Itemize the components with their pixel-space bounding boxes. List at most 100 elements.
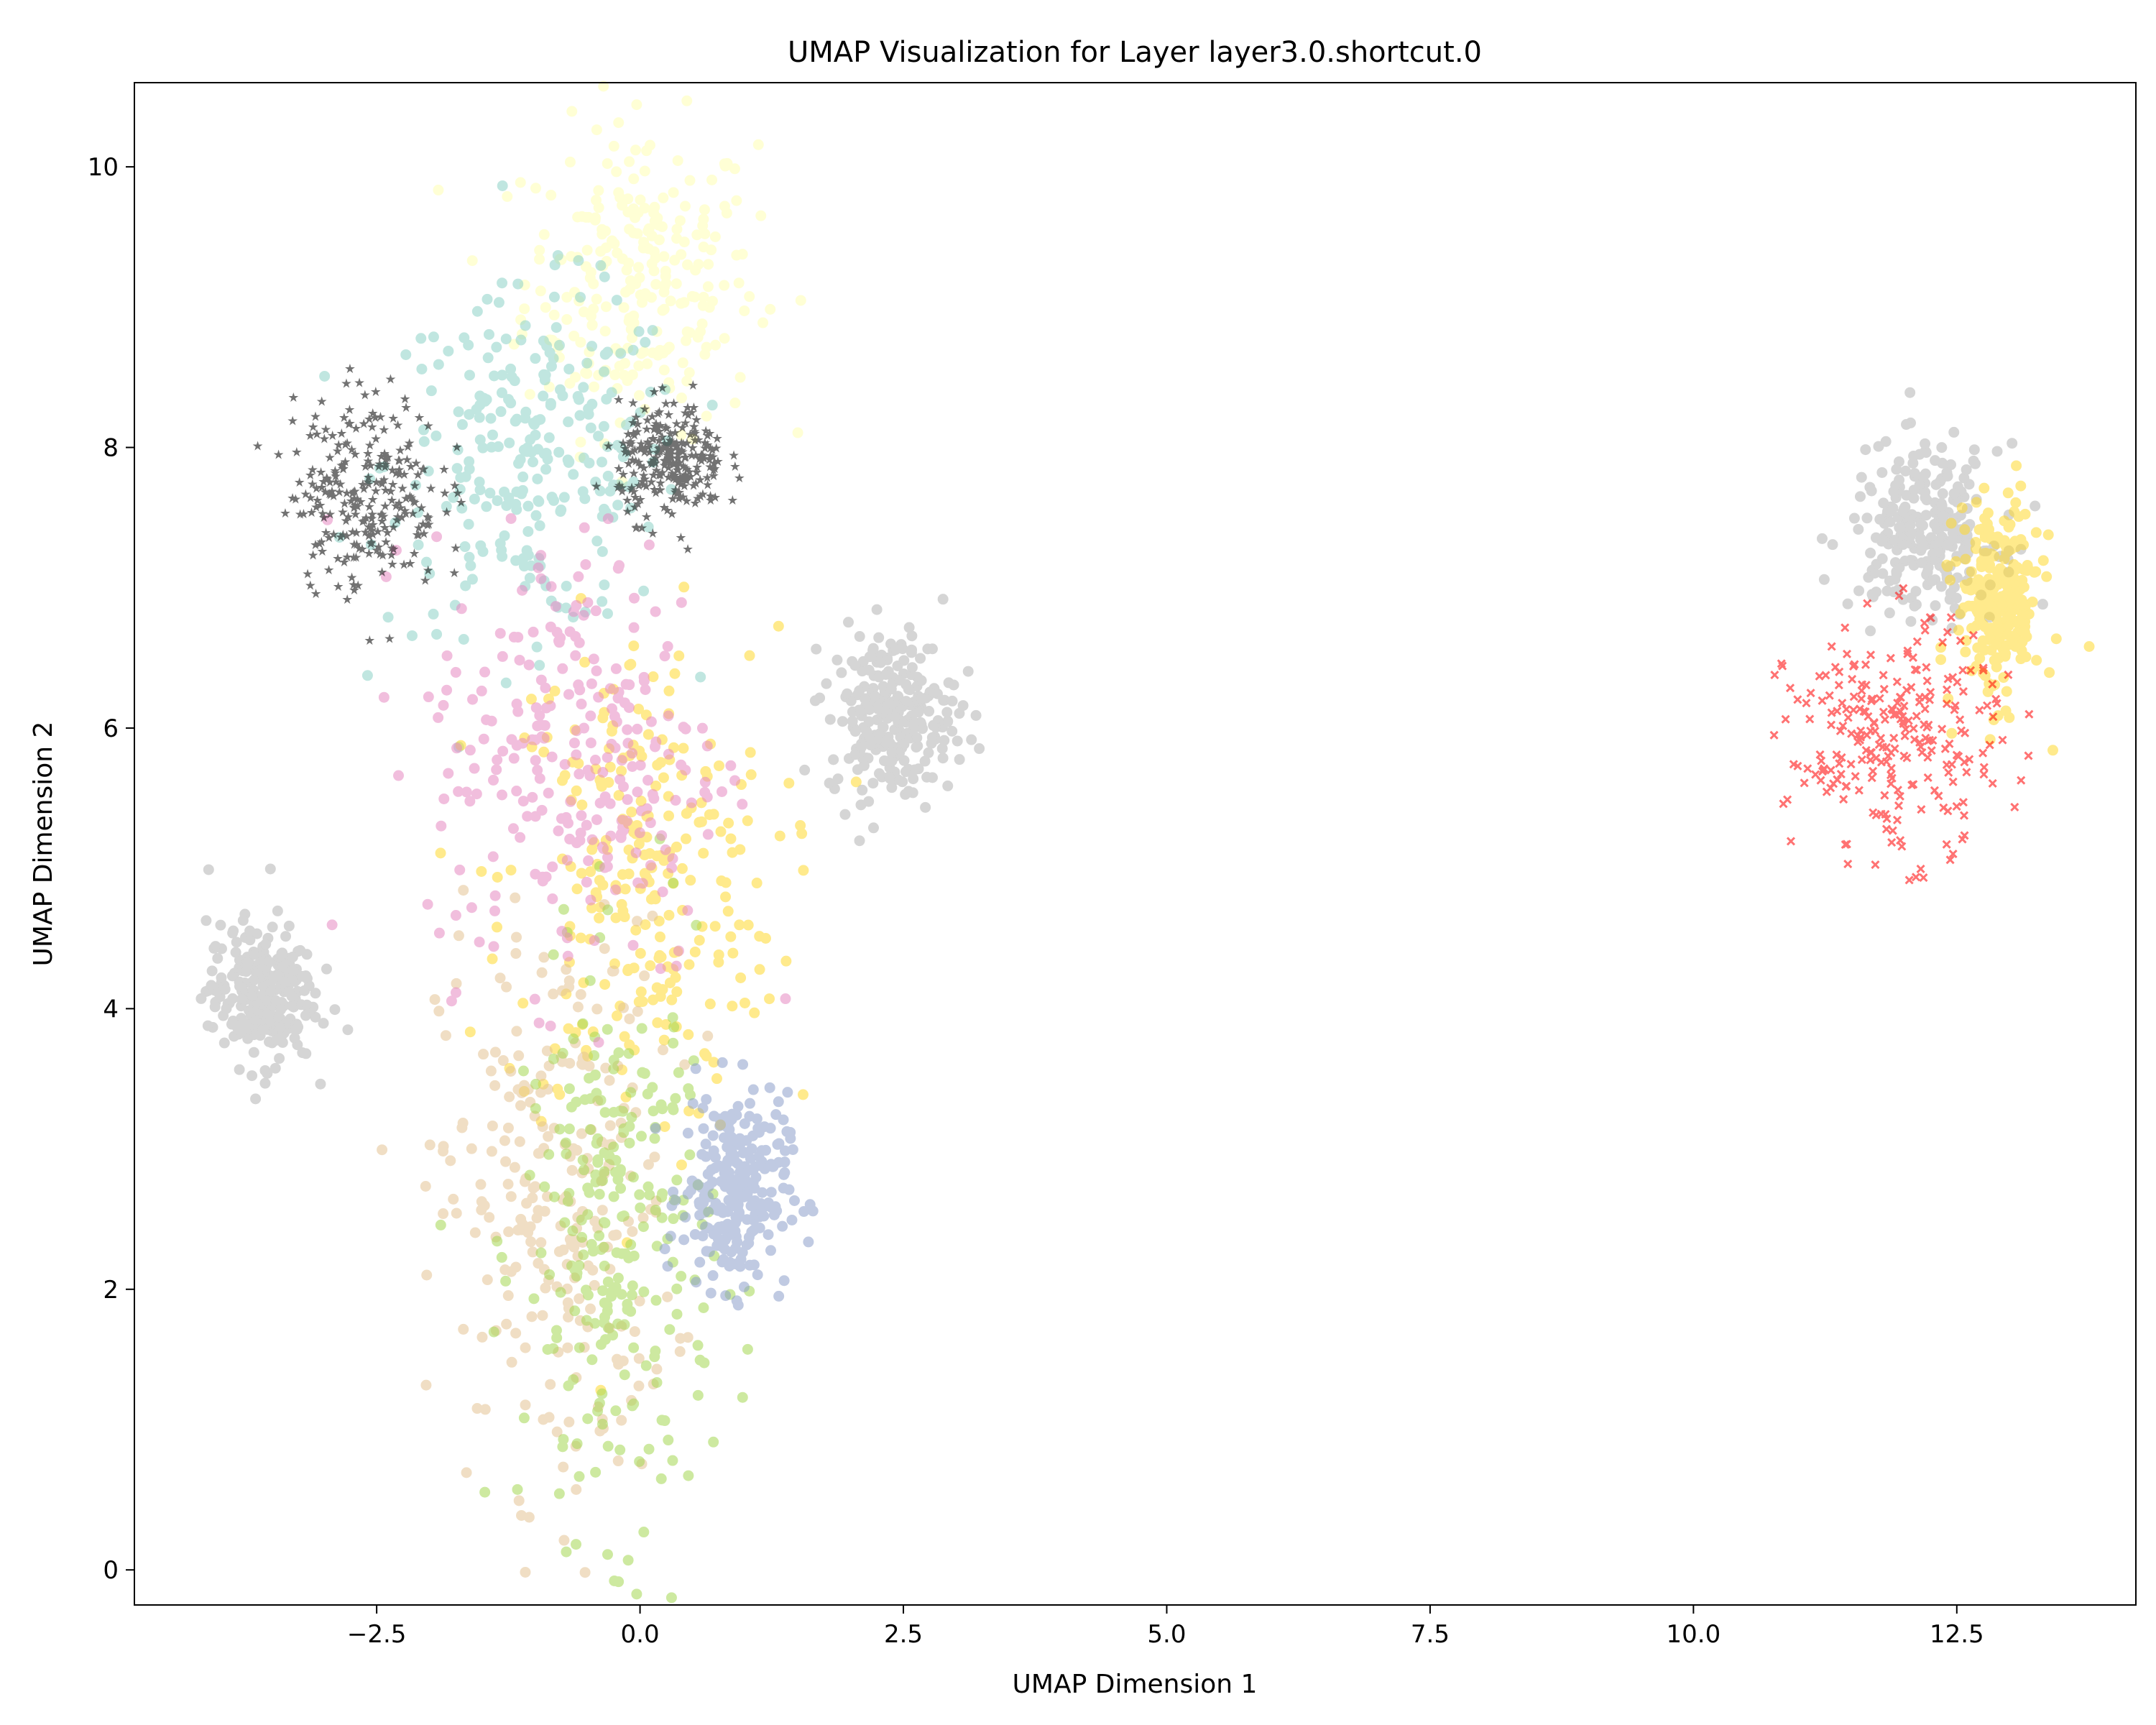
- scatter-point: [713, 949, 724, 960]
- scatter-point: [431, 531, 443, 543]
- scatter-point: [2050, 633, 2062, 645]
- scatter-point: [487, 429, 499, 441]
- scatter-point: [579, 1567, 591, 1578]
- scatter-point: [702, 1223, 714, 1234]
- scatter-point: [333, 532, 345, 543]
- scatter-point: [441, 650, 453, 661]
- scatter-point: [571, 725, 582, 737]
- scatter-point: [650, 606, 661, 617]
- scatter-point: [577, 1154, 589, 1166]
- scatter-point: [543, 787, 554, 799]
- scatter-point: [1937, 488, 1948, 500]
- scatter-point: ★: [373, 540, 384, 555]
- scatter-point: [663, 685, 675, 696]
- scatter-point: [495, 406, 507, 418]
- scatter-point: ★: [438, 462, 450, 477]
- scatter-point: [690, 1063, 701, 1075]
- scatter-point: [726, 1184, 737, 1196]
- scatter-point: [558, 1461, 569, 1473]
- scatter-point: [590, 477, 602, 488]
- scatter-point: [662, 1261, 673, 1272]
- scatter-point: [492, 754, 503, 765]
- scatter-point: [681, 326, 693, 338]
- scatter-point: ★: [354, 541, 365, 556]
- scatter-point: [613, 117, 625, 129]
- scatter-point: ★: [338, 462, 349, 477]
- scatter-point: [1961, 464, 1972, 475]
- scatter-point: [571, 1484, 582, 1495]
- scatter-point: [595, 1339, 607, 1351]
- scatter-point: [430, 431, 442, 442]
- scatter-point: [446, 995, 457, 1007]
- scatter-point: [543, 1149, 555, 1160]
- scatter-point: [640, 684, 651, 696]
- scatter-point: ★: [681, 473, 692, 488]
- y-tick-label: 8: [103, 434, 119, 463]
- scatter-point: [548, 1053, 559, 1064]
- scatter-point: [585, 737, 596, 749]
- scatter-point: ★: [398, 467, 410, 482]
- scatter-point: [500, 1156, 512, 1167]
- scatter-point: [877, 721, 889, 732]
- scatter-point: [579, 522, 590, 533]
- scatter-point: [624, 1121, 635, 1132]
- scatter-point: [626, 332, 637, 344]
- scatter-point: [515, 832, 526, 843]
- scatter-point: [745, 769, 757, 781]
- scatter-point: [457, 1118, 469, 1129]
- scatter-point: [474, 484, 486, 496]
- scatter-point: [642, 358, 653, 369]
- scatter-point: [586, 1354, 598, 1366]
- scatter-point: [627, 939, 639, 951]
- scatter-point: [729, 397, 741, 409]
- scatter-point: [770, 1109, 782, 1121]
- x-tick-label: 7.5: [1411, 1620, 1450, 1649]
- scatter-point: ★: [341, 528, 352, 543]
- scatter-point: ★: [647, 526, 658, 541]
- scatter-point: ★: [386, 548, 397, 563]
- scatter-point: [416, 363, 428, 374]
- scatter-point: [732, 1236, 743, 1248]
- scatter-point: [670, 794, 681, 806]
- scatter-point: [616, 1289, 627, 1300]
- scatter-point: [221, 1003, 232, 1014]
- scatter-point: [608, 1141, 619, 1153]
- scatter-point: [778, 1169, 790, 1180]
- scatter-point: [615, 348, 627, 359]
- scatter-point: [727, 1000, 738, 1012]
- scatter-point: [586, 678, 597, 689]
- scatter-point: ★: [400, 506, 412, 521]
- scatter-point: [596, 546, 608, 557]
- scatter-point: [1947, 527, 1958, 538]
- scatter-point: ★: [622, 427, 634, 442]
- scatter-point: ★: [456, 495, 467, 510]
- scatter-point: [550, 322, 562, 334]
- scatter-point: [464, 745, 476, 756]
- scatter-point: [594, 1230, 605, 1241]
- scatter-point: [656, 1212, 668, 1223]
- scatter-point: [721, 1158, 732, 1169]
- scatter-point: [275, 1022, 286, 1034]
- scatter-point: [203, 864, 214, 875]
- scatter-point: [561, 855, 573, 866]
- scatter-point: [782, 1087, 793, 1098]
- scatter-point: [611, 716, 622, 727]
- scatter-point: [749, 1182, 760, 1194]
- scatter-point: [715, 826, 727, 837]
- scatter-point: [589, 1279, 600, 1291]
- scatter-point: [642, 1181, 654, 1192]
- scatter-point: ★: [349, 484, 361, 500]
- scatter-point: [722, 906, 734, 917]
- scatter-point: [441, 684, 453, 696]
- scatter-point: [627, 344, 639, 356]
- scatter-point: [614, 773, 626, 785]
- scatter-point: [628, 1398, 640, 1409]
- scatter-point: [687, 1098, 699, 1109]
- scatter-point: [500, 677, 512, 689]
- scatter-point: ★: [316, 395, 328, 410]
- scatter-point: [703, 1181, 714, 1192]
- scatter-point: [618, 1002, 630, 1013]
- scatter-point: [589, 935, 600, 947]
- scatter-point: [438, 1208, 449, 1220]
- scatter-point: [831, 654, 843, 666]
